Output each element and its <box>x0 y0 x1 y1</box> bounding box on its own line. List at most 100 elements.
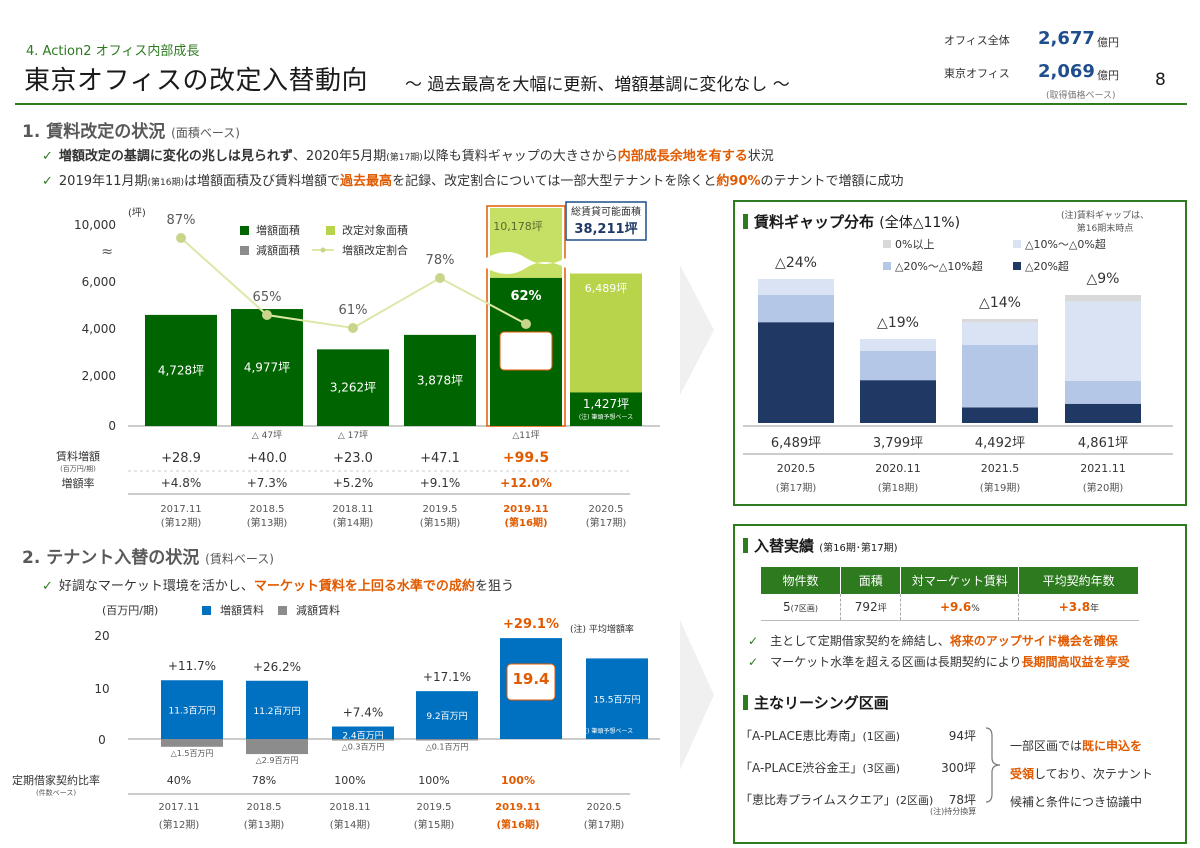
title-rule <box>15 103 1187 105</box>
s1b1-p1: 増額改定の基調に変化の兆しは見られず <box>58 149 293 164</box>
s1b1-p2: 、2020年5月期 <box>292 149 387 164</box>
bar-decrease-label: △ 47坪 <box>252 430 282 441</box>
page-subtitle: ～ 過去最高を大幅に更新、増額基調に変化なし ～ <box>405 75 790 95</box>
gap-period-date: 2020.11 <box>875 462 921 475</box>
leasing-item-units: (2区画) <box>895 794 934 807</box>
leasing-description: 一部区画では既に申込を 受領しており、次テナント 候補と条件につき協議中 <box>1010 732 1180 816</box>
title-bar-icon <box>743 214 748 229</box>
leasing-desc-5: 候補と条件につき協議中 <box>1010 795 1143 809</box>
gap-bar-segment <box>758 322 834 423</box>
td-contract-years-unit: 年 <box>1090 604 1100 614</box>
gap-bar-segment <box>1065 403 1141 423</box>
forecast-note: (注) 筆頭予想ベース <box>579 413 633 421</box>
s1b2-p6: 約90% <box>716 174 761 189</box>
chart1-ytick-2000: 2,000 <box>82 369 116 383</box>
period-number: (第13期) <box>244 818 285 831</box>
bar-rent-increase <box>332 726 394 739</box>
current-value-callout <box>499 331 553 371</box>
bar-increase-label: 3,262坪 <box>330 381 376 395</box>
chart1-ytick-4000: 4,000 <box>82 322 116 336</box>
row-label-rent-increase-unit: (百万円/期) <box>60 465 96 473</box>
page-title: 東京オフィスの改定入替動向 <box>24 66 368 96</box>
bar-rent-decrease <box>246 739 308 755</box>
legend-target-area: 改定対象面積 <box>342 223 408 237</box>
s2b-p2: マーケット賃料を上回る水準での成約 <box>253 579 475 594</box>
bar-rent-increase-label: 11.3百万円 <box>168 706 215 717</box>
gap-period-date: 2020.5 <box>777 462 816 475</box>
bar-increase-label: 3,878坪 <box>417 373 463 387</box>
increase-rate-value: +4.8% <box>161 476 202 490</box>
current-rent-callout <box>506 663 556 701</box>
bar-increase-label: 4,977坪 <box>244 361 290 375</box>
chart1-rows: +28.9 +40.0 +23.0 +47.1 +99.5 +4.8% +7.3% +5.2%… <box>160 450 626 529</box>
check-icon: ✓ <box>748 655 759 669</box>
chart2-unit: (百万円/期) <box>102 604 158 617</box>
leasing-item: 「恵比寿プライムスクエア」(2区画) 78坪 <box>740 791 990 823</box>
ratio-point <box>348 323 358 333</box>
ratio-point <box>435 273 445 283</box>
s1b1-p4: 以降も賃料ギャップの大きさから <box>422 149 618 164</box>
s1b2-p2: (第16期) <box>147 178 185 188</box>
asset-label-tokyo: 東京オフィス <box>944 67 1010 80</box>
fixed-term-ratio-value: 100% <box>418 774 449 787</box>
period-date: 2018.11 <box>332 504 373 515</box>
td-properties-unit: (7区画) <box>790 604 818 613</box>
s1b1-p5: 内部成長余地を有する <box>617 149 748 164</box>
section2-note: (賃料ベース) <box>205 552 274 566</box>
leasing-item: 「A-PLACE渋谷金王」(3区画) 300坪 <box>740 759 990 791</box>
chart2-rows: 40% 78% 100% 100% 100% 2017.11 (第12期) 2018.5 (第1… <box>158 774 624 831</box>
s2b-p1: 好調なマーケット環境を活かし、 <box>58 579 254 594</box>
gap-legend-swatch <box>883 240 891 248</box>
rent-increase-value: +99.5 <box>503 450 549 466</box>
fixed-term-ratio-value: 40% <box>167 774 191 787</box>
leasing-item-name: 「A-PLACE渋谷金王」 <box>740 761 863 775</box>
legend-rent-decrease: 減額賃料 <box>296 603 340 617</box>
row-label-rate: 増額率 <box>62 476 95 490</box>
bar-increase-area <box>145 314 217 426</box>
td-area-unit: 坪 <box>877 604 887 614</box>
leasing-item-units: (1区画) <box>862 730 901 743</box>
total-leasable-value: 38,211坪 <box>574 222 637 237</box>
rb1-p1: 主として定期借家契約を締結し、 <box>770 634 950 648</box>
legend-swatch-rent-increase <box>202 606 211 615</box>
replacement-table-row: 5(7区画) 792坪 +9.6% +3.8年 <box>761 594 1139 621</box>
gap-bar-segment <box>1065 295 1141 302</box>
gap-legend-swatch <box>1013 262 1021 270</box>
rent-gap-total: (全体△11%) <box>879 215 961 231</box>
s2b-p3: を狙う <box>474 579 514 594</box>
ratio-point <box>176 233 186 243</box>
leasing-desc-1: 一部区画では <box>1010 739 1083 753</box>
gap-legend-label: △20%超 <box>1025 259 1069 273</box>
period-date: 2019.5 <box>423 504 458 515</box>
gap-bar-total: 6,489坪 <box>771 436 821 451</box>
asset-value-tokyo: 2,069 <box>1038 61 1095 82</box>
increase-rate-value: +12.0% <box>500 476 552 490</box>
period-number: (第15期) <box>414 818 455 831</box>
bar-increase-area <box>231 309 303 426</box>
tenant-replacement-chart: (百万円/期) 増額賃料 減額賃料 (注) 平均増額率 20 10 0 11.3… <box>12 603 660 831</box>
fixed-term-ratio-value: 78% <box>252 774 276 787</box>
asset-value-office: 2,677 <box>1038 28 1095 49</box>
leasing-desc-2: 既に申込を <box>1082 739 1143 753</box>
period-number: (第14期) <box>333 516 374 529</box>
gap-bar-label: △14% <box>979 295 1021 311</box>
gap-period-date: 2021.11 <box>1080 462 1126 475</box>
arrow-right-shape-bottom <box>680 620 714 770</box>
gap-legend-swatch <box>883 262 891 270</box>
legend-swatch-rent-decrease <box>278 606 287 615</box>
leasing-item-area: 94坪 <box>948 729 976 743</box>
period-date: 2020.5 <box>589 504 624 515</box>
chart2-ytick-10: 10 <box>94 682 109 696</box>
bar-increase-area <box>317 349 389 426</box>
th-area: 面積 <box>840 567 902 594</box>
axis-break-wave <box>486 252 566 274</box>
bar-increase-label: 4,728坪 <box>158 363 204 377</box>
period-date: 2017.11 <box>158 802 199 813</box>
rent-gap-legend: 0%以上 △10%～△0%超 △20%～△10%超 △20%超 <box>883 237 1106 273</box>
fixed-term-ratio-sub: (件数ベース) <box>36 788 76 797</box>
title-bar-icon <box>743 538 748 553</box>
avg-increase-rate: +11.7% <box>168 659 216 673</box>
gap-bar-label: △24% <box>775 255 817 271</box>
rent-gap-note-line2: 第16期末時点 <box>1076 224 1134 234</box>
period-date: 2018.5 <box>247 802 282 813</box>
